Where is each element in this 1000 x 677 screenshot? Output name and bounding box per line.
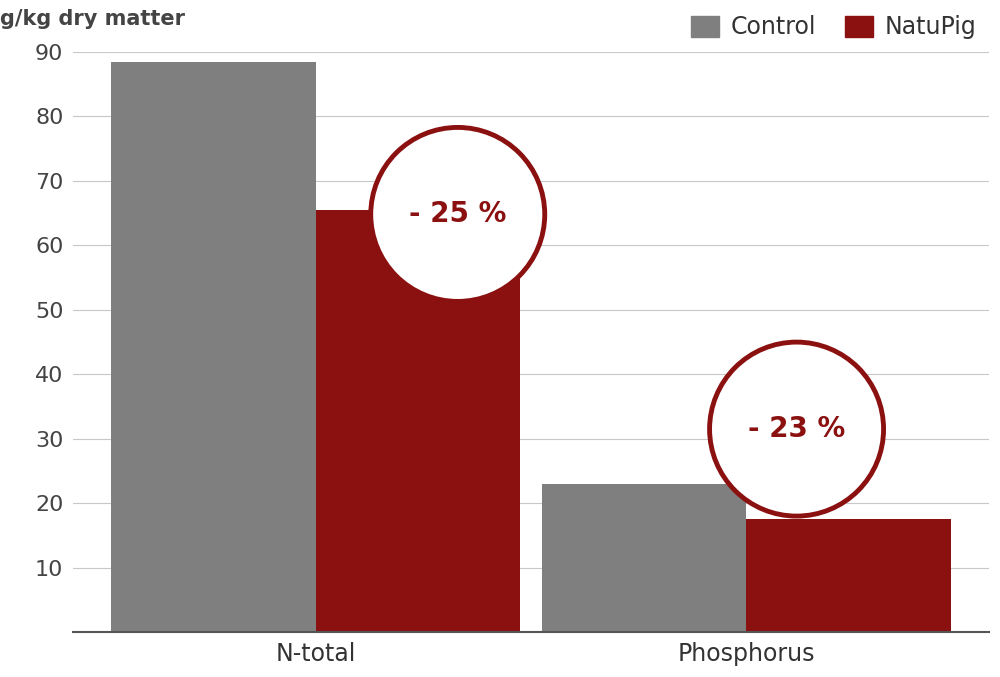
Text: g/kg dry matter: g/kg dry matter bbox=[0, 9, 185, 28]
Bar bbox=[316, 210, 520, 632]
Bar bbox=[746, 519, 951, 632]
Legend: Control, NatuPig: Control, NatuPig bbox=[681, 5, 986, 49]
Bar bbox=[542, 484, 746, 632]
Bar bbox=[111, 62, 316, 632]
Text: - 23 %: - 23 % bbox=[748, 415, 845, 443]
Text: - 25 %: - 25 % bbox=[409, 200, 506, 228]
